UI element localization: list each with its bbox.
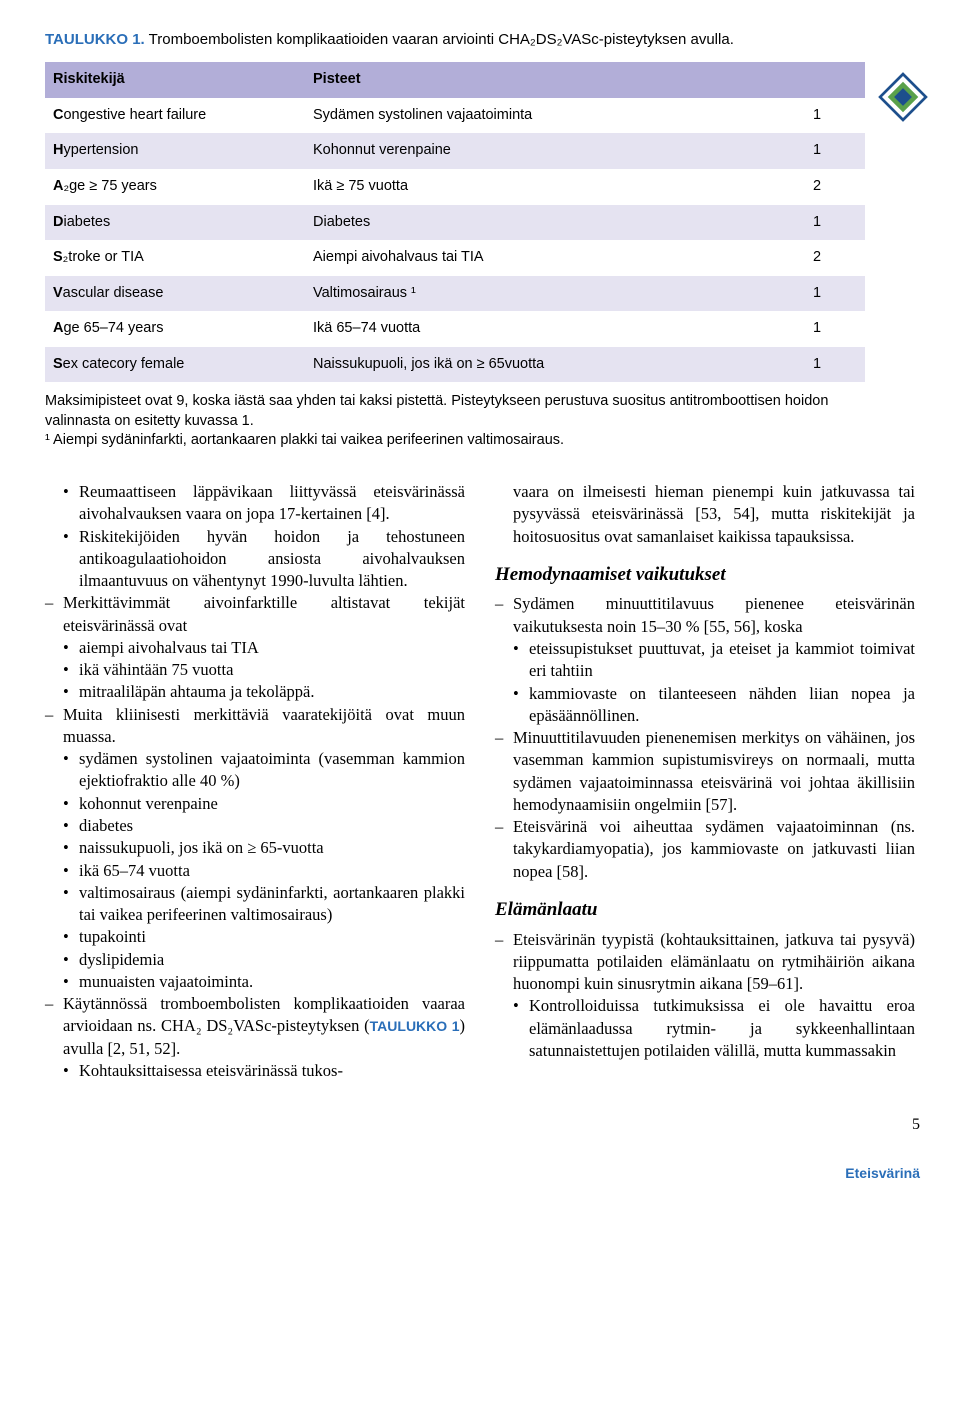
risk-desc: Ikä ≥ 75 vuotta	[305, 169, 805, 205]
dash-item: Eteisvärinä voi aiheuttaa sydämen vajaat…	[495, 816, 915, 883]
risk-points: 1	[805, 311, 865, 347]
dash-item: Merkittävimmät aivoinfarktille altistava…	[45, 592, 465, 637]
risk-label: Diabetes	[45, 205, 305, 241]
table-row: A₂ge ≥ 75 yearsIkä ≥ 75 vuotta2	[45, 169, 865, 205]
risk-desc: Kohonnut verenpaine	[305, 133, 805, 169]
risk-points: 1	[805, 205, 865, 241]
page-number: 5	[845, 1114, 920, 1136]
bullet: Kohtauksittaisessa eteisvärinässä tukos-	[45, 1060, 465, 1082]
body-columns: Reumaattiseen läppävikaan liittyvässä et…	[45, 481, 920, 1082]
risk-desc: Naissukupuoli, jos ikä on ≥ 65vuotta	[305, 347, 805, 383]
risk-desc: Ikä 65–74 vuotta	[305, 311, 805, 347]
table-row: Vascular diseaseValtimosairaus ¹1	[45, 276, 865, 312]
bullet: ikä vähintään 75 vuotta	[45, 659, 465, 681]
bullet: Kontrolloiduissa tutkimuksissa ei ole ha…	[495, 995, 915, 1062]
subheading-qol: Elämänlaatu	[495, 897, 915, 923]
doc-title: Eteisvärinä	[845, 1164, 920, 1183]
bullet: mitraaliläpän ahtauma ja tekoläppä.	[45, 681, 465, 703]
score-table: Riskitekijä Pisteet Congestive heart fai…	[45, 62, 865, 382]
risk-points: 2	[805, 169, 865, 205]
risk-desc: Diabetes	[305, 205, 805, 241]
bullet: dyslipidemia	[45, 949, 465, 971]
bullet: ikä 65–74 vuotta	[45, 860, 465, 882]
subheading-hemo: Hemodynaamiset vaikutukset	[495, 562, 915, 588]
diamond-logo-icon	[876, 70, 930, 124]
col-value	[805, 62, 865, 98]
bullet: munuaisten vajaatoiminta.	[45, 971, 465, 993]
col-points: Pisteet	[305, 62, 805, 98]
risk-label: Sex catecory female	[45, 347, 305, 383]
bullet: kohonnut verenpaine	[45, 793, 465, 815]
risk-label: Age 65–74 years	[45, 311, 305, 347]
dash-item: Minuuttitilavuuden pienenemisen merkitys…	[495, 727, 915, 816]
right-column: vaara on ilmeisesti hieman pienempi kuin…	[495, 481, 915, 1082]
table-row: HypertensionKohonnut verenpaine1	[45, 133, 865, 169]
continuation-text: vaara on ilmeisesti hieman pienempi kuin…	[495, 481, 915, 548]
risk-desc: Sydämen systolinen vajaatoiminta	[305, 98, 805, 134]
risk-desc: Valtimosairaus ¹	[305, 276, 805, 312]
dash-item: Eteisvärinän tyypistä (kohtauksittainen,…	[495, 929, 915, 996]
risk-label: Vascular disease	[45, 276, 305, 312]
dash-item: Käytännössä tromboembolisten komplikaati…	[45, 993, 465, 1060]
table-row: Age 65–74 yearsIkä 65–74 vuotta1	[45, 311, 865, 347]
risk-points: 2	[805, 240, 865, 276]
table-row: DiabetesDiabetes1	[45, 205, 865, 241]
bullet: aiempi aivohalvaus tai TIA	[45, 637, 465, 659]
left-column: Reumaattiseen läppävikaan liittyvässä et…	[45, 481, 465, 1082]
table-note: Maksimipisteet ovat 9, koska iästä saa y…	[45, 392, 865, 451]
table-ref: TAULUKKO 1	[370, 1018, 460, 1034]
bullet: Riskitekijöiden hyvän hoidon ja tehostun…	[45, 526, 465, 593]
dash-item: Sydämen minuuttitilavuus pienenee eteisv…	[495, 593, 915, 638]
table-caption: TAULUKKO 1. Tromboembolisten komplikaati…	[45, 30, 920, 50]
bullet: kammiovaste on tilanteeseen nähden liian…	[495, 683, 915, 728]
table-note-1: Maksimipisteet ovat 9, koska iästä saa y…	[45, 392, 865, 431]
bullet: sydämen systolinen vajaatoiminta (vasemm…	[45, 748, 465, 793]
table-title-text: Tromboembolisten komplikaatioiden vaaran…	[145, 31, 734, 48]
risk-points: 1	[805, 98, 865, 134]
table-row: Sex catecory femaleNaissukupuoli, jos ik…	[45, 347, 865, 383]
risk-label: S₂troke or TIA	[45, 240, 305, 276]
table-number: TAULUKKO 1.	[45, 31, 145, 48]
bullet: tupakointi	[45, 926, 465, 948]
table-row: S₂troke or TIAAiempi aivohalvaus tai TIA…	[45, 240, 865, 276]
risk-label: A₂ge ≥ 75 years	[45, 169, 305, 205]
table-note-2: ¹ Aiempi sydäninfarkti, aortankaaren pla…	[45, 431, 865, 451]
col-risk-factor: Riskitekijä	[45, 62, 305, 98]
bullet: Reumaattiseen läppävikaan liittyvässä et…	[45, 481, 465, 526]
dash-item: Muita kliinisesti merkittäviä vaaratekij…	[45, 704, 465, 749]
risk-label: Hypertension	[45, 133, 305, 169]
page-footer: 5 Eteisvärinä	[45, 1114, 920, 1182]
bullet: naissukupuoli, jos ikä on ≥ 65-vuotta	[45, 837, 465, 859]
bullet: valtimosairaus (aiempi sydäninfarkti, ao…	[45, 882, 465, 927]
risk-desc: Aiempi aivohalvaus tai TIA	[305, 240, 805, 276]
bullet: diabetes	[45, 815, 465, 837]
risk-points: 1	[805, 133, 865, 169]
risk-label: Congestive heart failure	[45, 98, 305, 134]
bullet: eteissupistukset puuttuvat, ja eteiset j…	[495, 638, 915, 683]
table-row: Congestive heart failureSydämen systolin…	[45, 98, 865, 134]
risk-points: 1	[805, 347, 865, 383]
risk-points: 1	[805, 276, 865, 312]
